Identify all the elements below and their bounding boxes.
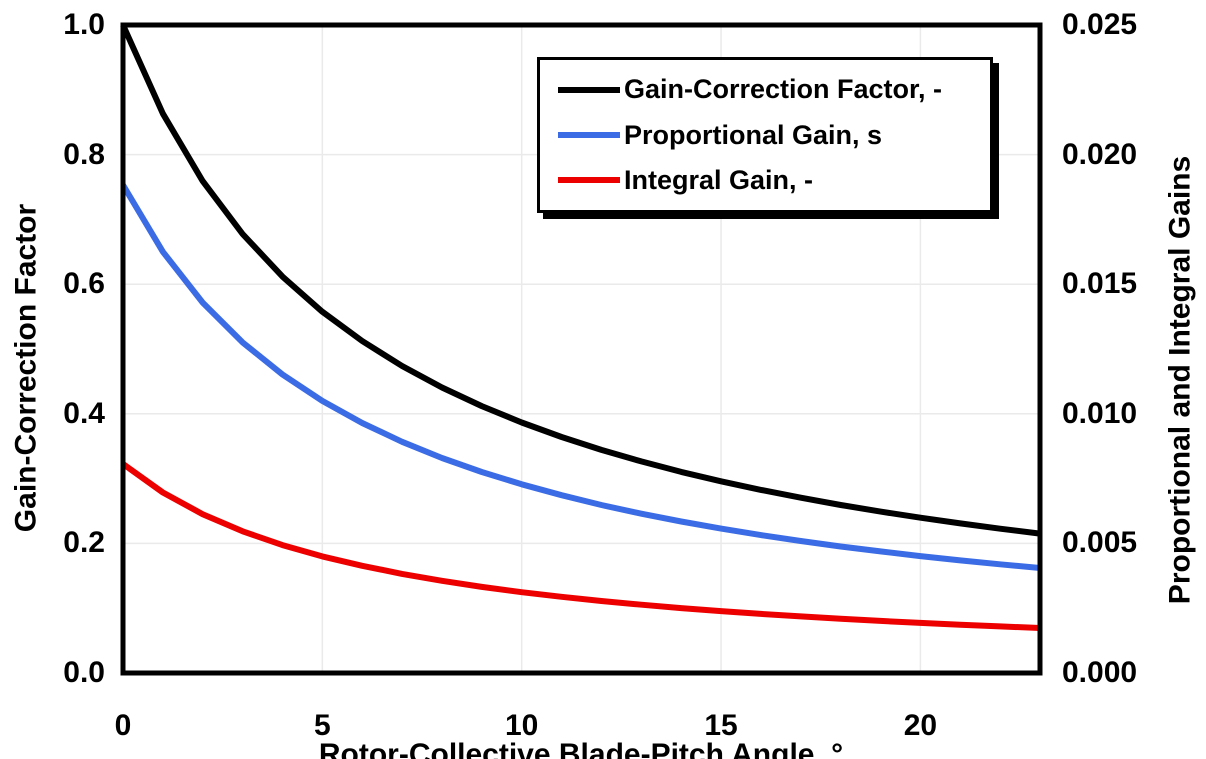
right-y-tick-label: 0.005 — [1062, 526, 1138, 560]
legend-line-sample-icon — [558, 177, 620, 184]
series-line-gain-correction-factor — [120, 23, 1041, 537]
legend-item-integral-gain: Integral Gain, - — [558, 165, 990, 196]
right-y-tick-label: 0.000 — [1062, 656, 1138, 689]
x-tick-label: 20 — [903, 709, 938, 742]
x-tick-label: 15 — [704, 709, 738, 742]
right-axis-title: Proportional and Integral Gains — [1163, 155, 1197, 605]
left-y-tick-label: 0.6 — [63, 267, 105, 301]
x-tick-label: 5 — [314, 709, 331, 742]
legend-line-sample-icon — [558, 86, 620, 93]
left-y-tick-label: 0.2 — [63, 526, 105, 560]
right-y-tick-label: 0.020 — [1062, 137, 1138, 171]
legend: Gain-Correction Factor, - Proportional G… — [537, 57, 993, 213]
plot-border — [120, 22, 1043, 676]
legend-line-sample-icon — [558, 132, 620, 138]
x-axis-title: Rotor-Collective Blade-Pitch Angle, ° — [318, 738, 844, 759]
left-y-tick-label: 0.4 — [63, 396, 105, 430]
legend-label: Gain-Correction Factor, - — [624, 74, 943, 105]
legend-item-proportional-gain: Proportional Gain, s — [558, 120, 990, 151]
left-y-tick-label: 0.8 — [63, 137, 105, 171]
series-line-integral-gain — [121, 461, 1041, 631]
left-y-tick-label: 1.0 — [63, 8, 105, 41]
legend-label: Proportional Gain, s — [624, 119, 883, 150]
x-tick-label: 0 — [114, 709, 132, 742]
right-y-tick-label: 0.015 — [1062, 267, 1138, 301]
left-axis-title: Gain-Correction Factor — [9, 203, 43, 533]
legend-label: Integral Gain, - — [624, 164, 814, 195]
right-y-tick-label: 0.010 — [1062, 396, 1138, 430]
series-line-proportional-gain-s — [120, 183, 1041, 571]
legend-item-gain-correction-factor: Gain-Correction Factor, - — [558, 74, 990, 105]
right-y-tick-label: 0.025 — [1062, 8, 1138, 41]
left-y-tick-label: 0.0 — [63, 656, 105, 689]
x-tick-label: 10 — [505, 709, 539, 742]
